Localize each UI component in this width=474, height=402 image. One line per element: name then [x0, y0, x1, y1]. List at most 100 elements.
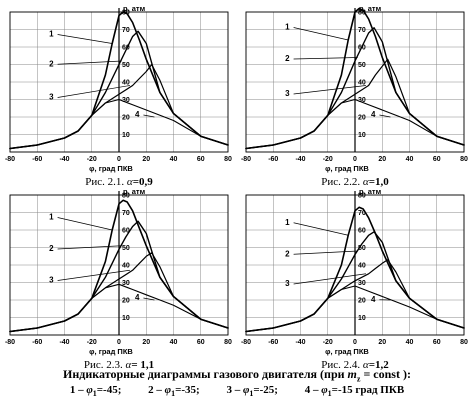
y-tick-label: 20: [358, 115, 366, 122]
curve-label-4: 4: [135, 293, 140, 302]
curve-leader-2: [57, 60, 122, 65]
x-tick-label: 80: [460, 156, 468, 163]
x-axis-label: φ, град ПКВ: [325, 164, 369, 173]
curve-label-3: 3: [49, 276, 54, 285]
x-tick-label: 80: [224, 339, 232, 346]
x-tick-label: 80: [224, 156, 232, 163]
footer-title-main: Индикаторные диаграммы газового двигател…: [63, 367, 345, 381]
legend-num: 4: [304, 384, 311, 396]
series-line-4: [245, 98, 465, 150]
x-tick-label: 0: [117, 339, 121, 346]
curve-leader-4: [143, 297, 155, 301]
y-tick-label: 20: [358, 298, 366, 305]
x-tick-label: -80: [241, 156, 251, 163]
phi-symbol: φ: [164, 384, 172, 396]
x-tick-label: -20: [87, 156, 97, 163]
curve-label-1: 1: [285, 23, 290, 32]
x-tick-label: 20: [142, 339, 150, 346]
y-tick-label: 20: [122, 298, 130, 305]
indicator-chart-1: -80 -60 -40 -20 0 20 40 60 801020304050607080p, …: [5, 4, 232, 173]
y-tick-label: 50: [358, 245, 366, 252]
y-tick-label: 10: [358, 132, 366, 139]
x-tick-label: 40: [406, 156, 414, 163]
curve-label-2: 2: [285, 54, 290, 63]
y-axis-label: p, атм: [123, 187, 146, 196]
curve-label-2: 2: [285, 249, 290, 258]
legend-item-2: 2 – φ1=-35;: [148, 384, 200, 399]
x-tick-label: 40: [170, 156, 178, 163]
curve-leader-3: [57, 85, 130, 98]
y-tick-label: 30: [358, 97, 366, 104]
x-tick-label: 60: [433, 339, 441, 346]
series-line-4: [9, 98, 229, 150]
x-tick-label: -40: [295, 156, 305, 163]
figure-caption-4: Рис. 2.4. α=1,2: [242, 359, 468, 372]
curve-label-4: 4: [135, 110, 140, 119]
figure-caption-prefix: Рис. 2.2.: [321, 176, 361, 188]
x-tick-label: 80: [460, 339, 468, 346]
phi-sub: 1: [327, 389, 332, 399]
y-tick-label: 70: [358, 27, 366, 34]
x-tick-label: 60: [433, 156, 441, 163]
x-axis-label: φ, град ПКВ: [89, 164, 133, 173]
y-tick-label: 20: [122, 115, 130, 122]
y-axis-label: p, атм: [123, 4, 146, 13]
figure-caption-1: Рис. 2.1. α=0,9: [6, 176, 232, 189]
x-tick-label: 20: [378, 156, 386, 163]
figure-caption-prefix: Рис. 2.4.: [321, 359, 361, 371]
y-tick-label: 70: [358, 210, 366, 217]
legend-item-3: 3 – φ1=-25;: [226, 384, 278, 399]
curve-leader-2: [293, 57, 358, 60]
y-tick-label: 60: [122, 45, 130, 52]
x-tick-label: 0: [353, 339, 357, 346]
y-tick-label: 60: [122, 228, 130, 235]
y-tick-label: 40: [122, 80, 130, 87]
series-line-4: [245, 285, 465, 333]
y-tick-label: 70: [122, 210, 130, 217]
curve-label-3: 3: [49, 93, 54, 102]
curve-label-2: 2: [49, 244, 54, 253]
alpha-symbol: α: [125, 359, 132, 371]
curve-leader-3: [57, 269, 130, 281]
x-tick-label: -40: [59, 156, 69, 163]
x-tick-label: -60: [32, 156, 42, 163]
x-tick-label: -80: [5, 339, 15, 346]
y-tick-label: 80: [358, 193, 366, 200]
phi-sub: 1: [92, 389, 97, 399]
alpha-symbol: α: [362, 176, 369, 188]
y-tick-label: 70: [122, 27, 130, 34]
indicator-chart-3: -80 -60 -40 -20 0 20 40 60 801020304050607080p, …: [5, 187, 232, 356]
legend-value: =-25;: [253, 384, 278, 396]
legend-value: =-15 град ПКВ: [331, 384, 405, 396]
x-tick-label: 0: [353, 156, 357, 163]
curve-leader-4: [143, 114, 155, 118]
y-tick-label: 30: [122, 97, 130, 104]
y-tick-label: 50: [358, 62, 366, 69]
figure-caption-3: Рис. 2.3. α= 1,1: [6, 359, 232, 372]
legend-value: =-45;: [96, 384, 122, 396]
y-tick-label: 40: [358, 263, 366, 270]
y-tick-label: 40: [358, 80, 366, 87]
footer-title-end: = const ):: [363, 367, 411, 381]
y-tick-label: 30: [358, 280, 366, 287]
phi-symbol: φ: [321, 384, 328, 396]
curve-leader-1: [293, 222, 349, 236]
alpha-symbol: α: [126, 176, 133, 188]
x-tick-label: 60: [197, 156, 205, 163]
curve-leader-2: [57, 245, 122, 250]
series-line-4: [9, 283, 229, 333]
curve-label-1: 1: [49, 30, 54, 39]
footer-title: Индикаторные диаграммы газового двигател…: [0, 367, 474, 383]
figure-caption-prefix: Рис. 2.3.: [83, 359, 123, 371]
x-tick-label: 20: [378, 339, 386, 346]
y-tick-label: 50: [122, 245, 130, 252]
x-tick-label: 0: [117, 156, 121, 163]
alpha-value: =0,9: [132, 176, 153, 188]
y-axis-label: p, атм: [359, 187, 382, 196]
legend-item-4: 4 – φ1=-15 град ПКВ: [304, 384, 405, 399]
x-tick-label: -20: [323, 156, 333, 163]
y-tick-label: 30: [122, 280, 130, 287]
curve-label-4: 4: [371, 295, 376, 304]
x-tick-label: 40: [170, 339, 178, 346]
x-tick-label: 20: [142, 156, 150, 163]
